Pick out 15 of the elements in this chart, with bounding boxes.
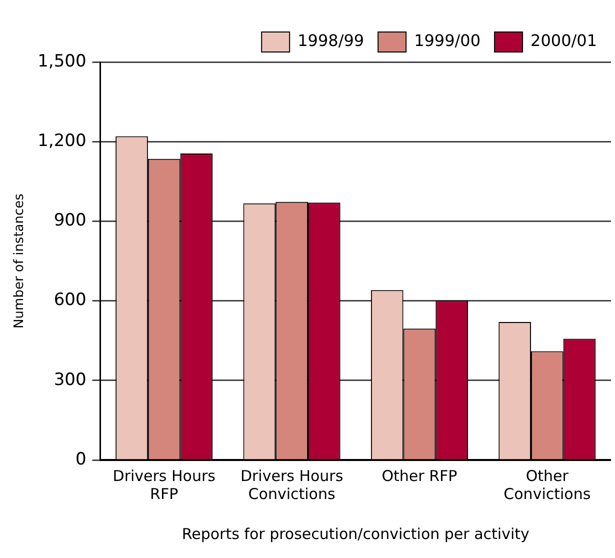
legend-label: 2000/01	[530, 31, 597, 50]
y-tick-label: 900	[54, 210, 86, 231]
x-tick-label: Other Convictions	[504, 466, 591, 503]
x-axis-title: Reports for prosecution/conviction per activity	[182, 524, 530, 543]
y-tick-label: 300	[54, 370, 86, 390]
legend-label: 1998/99	[298, 31, 364, 50]
legend-label: 1999/00	[414, 31, 481, 50]
x-tick-label: Other RFP	[382, 466, 458, 485]
y-tick-label: 0	[75, 449, 86, 470]
y-tick-label: 1,200	[38, 131, 86, 152]
y-tick-label: 600	[54, 290, 86, 310]
x-tick-label: Drivers Hours Convictions	[240, 466, 344, 503]
x-tick-label: Drivers Hours RFP	[112, 466, 216, 503]
y-axis-title: Number of instances	[12, 193, 28, 328]
y-tick-label: 1,500	[38, 51, 86, 72]
